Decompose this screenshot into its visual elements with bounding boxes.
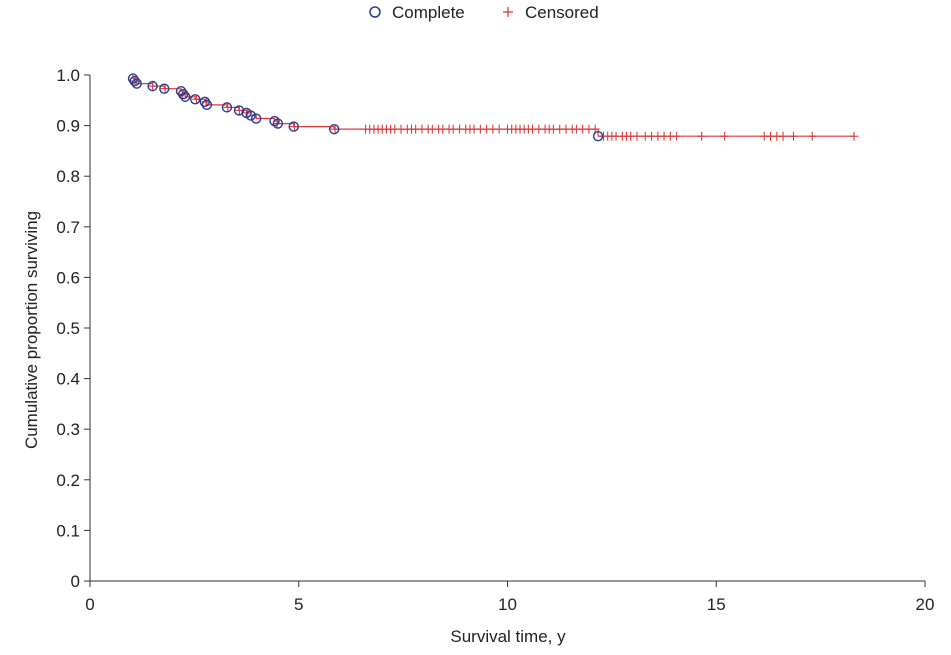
censored-point [778,131,788,141]
legend-complete-label: Complete [392,3,465,22]
complete-point [179,91,191,102]
complete-point [288,121,299,132]
censored-point [494,124,504,134]
complete-point [221,102,233,113]
y-tick-label: 0.8 [56,167,80,186]
legend-censored-label: Censored [525,3,599,22]
censored-point [148,81,158,91]
complete-point [131,78,142,89]
y-tick-label: 0.5 [56,319,80,338]
y-tick-label: 1.0 [56,66,80,85]
legend: Complete Censored [369,3,599,22]
complete-point [177,89,189,100]
x-tick-label: 5 [294,595,303,614]
censored-point [788,131,798,141]
complete-point [147,80,158,92]
complete-point [272,118,284,129]
censored-point [720,131,730,141]
censored-point [807,131,817,141]
complete-point [190,94,201,105]
complete-point [199,96,211,108]
x-tick-label: 15 [707,595,726,614]
complete-point [592,131,604,142]
complete-point [250,113,262,124]
x-tick-label: 10 [498,595,517,614]
y-tick-label: 0.1 [56,521,80,540]
survival-curve-layer [132,75,854,137]
censored-point [697,131,707,141]
axes: 0 0.1 0.2 0.3 0.4 0.5 0.6 0.7 0.8 0.9 1.0 0 5 10 15 20 [56,66,934,614]
y-tick-label: 0.3 [56,420,80,439]
y-tick-label: 0.6 [56,268,80,287]
censored-point [672,131,682,141]
complete-point [129,75,140,87]
x-tick-label: 20 [916,595,935,614]
y-tick-label: 0.9 [56,117,80,136]
censored-point [849,131,859,141]
y-tick-label: 0.7 [56,218,80,237]
complete-point [233,105,245,116]
x-tick-label: 0 [85,595,94,614]
complete-point [269,115,280,127]
complete-point [201,99,213,111]
legend-censored-marker [503,7,513,17]
y-axis-label: Cumulative proportion surviving [22,211,41,449]
censored-point [178,89,188,99]
complete-point [159,83,170,94]
y-tick-label: 0 [71,572,80,591]
complete-point [245,110,256,121]
censored-point [632,131,642,141]
complete-point [329,123,340,135]
survival-curve [132,75,854,137]
x-axis-label: Survival time, y [450,627,566,646]
legend-complete-marker [369,6,381,18]
marks-layer [127,73,859,142]
censored-point [130,76,140,86]
y-tick-label: 0.2 [56,471,80,490]
y-tick-label: 0.4 [56,370,80,389]
